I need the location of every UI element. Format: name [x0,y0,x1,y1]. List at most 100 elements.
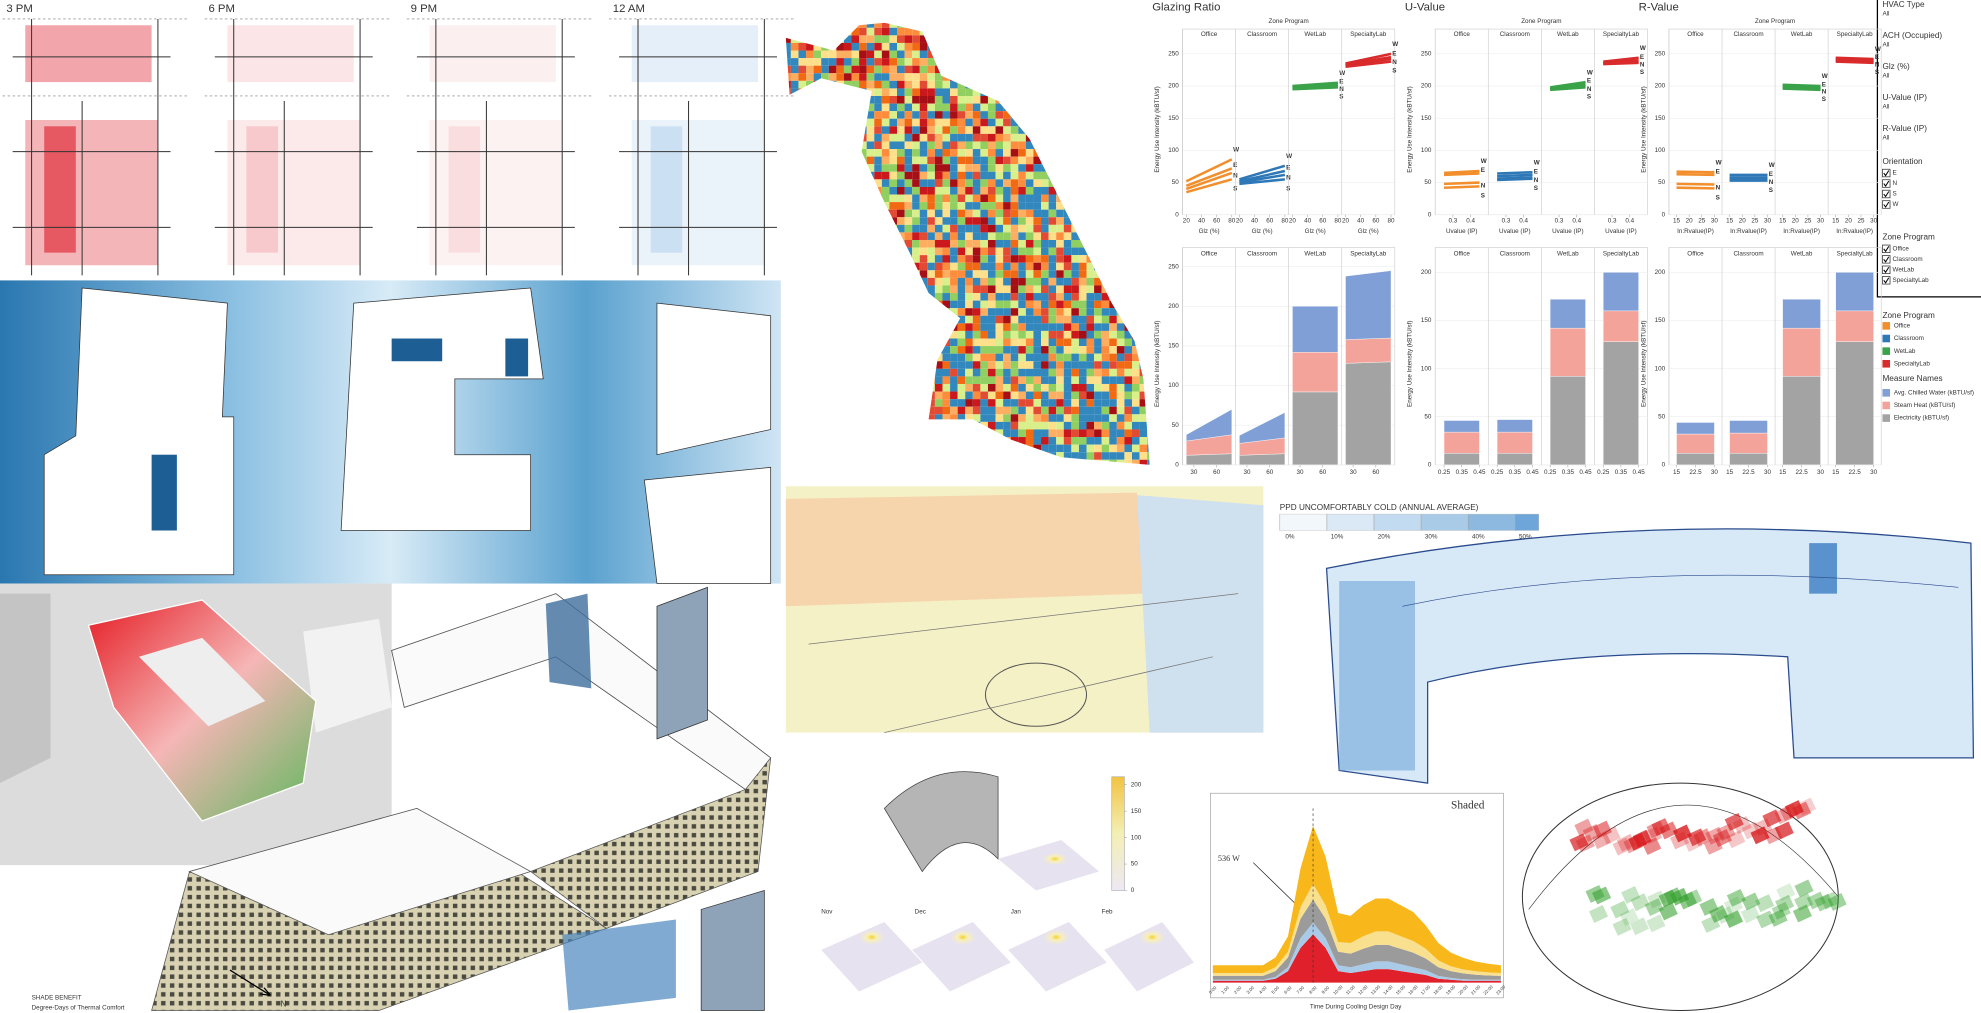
map-cell [1109,209,1117,218]
line-label: E [1769,171,1773,178]
map-cell [798,22,807,28]
legend-tick-label: 40% [1472,533,1485,540]
map-cell [972,133,981,142]
map-cell [972,361,981,369]
map-cell [889,126,898,134]
map-cell [1003,444,1011,453]
map-cell [889,361,898,369]
map-cell [874,141,882,150]
map-cell [1116,368,1125,377]
map-cell [980,27,988,36]
checkbox[interactable] [1882,168,1891,178]
map-cell [1056,194,1064,203]
map-cell [866,361,875,369]
line-label: S [1587,93,1591,100]
checkbox-label[interactable]: W [1893,201,1899,208]
x-tick-label: 80 [1387,218,1395,225]
map-cell [790,186,799,195]
map-cell [1063,308,1072,316]
map-cell [1025,277,1034,286]
map-cell [874,88,882,96]
map-cell [912,164,920,172]
map-cell [957,73,966,81]
map-cell [897,391,905,400]
checkbox[interactable] [1882,255,1891,264]
map-cell [897,217,905,225]
map-cell [866,338,875,347]
map-cell [1063,376,1072,384]
map-cell [1056,459,1064,465]
map-cell [995,239,1004,248]
line-label: W [1822,73,1828,80]
map-cell [950,35,958,43]
map-cell [1078,73,1087,81]
map-cell [1109,103,1117,112]
checkbox-label[interactable]: Office [1893,246,1910,253]
map-cell [1041,277,1049,286]
map-cell [987,149,996,157]
dome-patch [1677,891,1698,910]
checkbox[interactable] [1882,179,1891,188]
map-cell [1025,452,1034,460]
map-cell [957,293,966,301]
map-cell [843,452,852,460]
map-cell [1071,27,1079,36]
column-title: U-Value [1405,2,1445,14]
map-cell [1139,42,1148,51]
map-cell [957,103,966,112]
map-cell [806,346,814,354]
map-cell [1124,186,1132,195]
map-cell [828,126,837,134]
map-cell [1048,323,1057,331]
map-cell [950,308,958,316]
map-cell [889,437,898,445]
checkbox-label[interactable]: WetLab [1893,266,1915,273]
map-cell [1063,399,1072,407]
checkbox-label[interactable]: Classroom [1893,256,1923,263]
map-cell [965,22,973,28]
checkbox-label[interactable]: S [1893,191,1897,198]
map-cell [1094,50,1102,59]
x-tick-label: 15 [1779,469,1787,476]
map-cell [942,111,951,119]
map-cell [785,459,791,465]
map-cell [843,323,852,331]
map-cell [1086,186,1095,195]
map-cell [851,255,860,263]
map-cell [836,406,844,415]
checkbox[interactable] [1882,200,1891,209]
map-cell [785,80,791,89]
line [1782,87,1821,92]
map-cell [1139,103,1148,112]
map-cell [1086,194,1095,203]
map-cell [1010,22,1019,28]
map-cell [1033,164,1042,172]
map-cell [843,133,852,142]
map-cell [927,126,935,134]
line [1443,169,1480,175]
map-cell [1018,156,1026,165]
map-cell [874,247,882,256]
checkbox[interactable] [1882,265,1891,274]
map-cell [881,330,890,339]
map-cell [851,414,860,422]
map-cell [1139,452,1148,460]
checkbox[interactable] [1882,276,1891,285]
map-cell [1116,285,1125,294]
map-cell [821,141,829,150]
map-cell [1041,35,1049,43]
checkbox-label[interactable]: E [1893,170,1897,177]
map-cell [785,141,791,150]
checkbox[interactable] [1882,244,1891,253]
checkbox-label[interactable]: N [1893,180,1898,187]
map-cell [859,88,867,96]
map-cell [1048,459,1057,465]
checkbox[interactable] [1882,189,1891,199]
map-cell [980,255,988,263]
dome-patch [1820,891,1840,910]
checkbox-label[interactable]: SpecialtyLab [1893,277,1930,284]
line [1292,86,1338,91]
map-cell [1025,239,1034,248]
map-cell [813,338,822,347]
map-cell [1116,338,1125,347]
